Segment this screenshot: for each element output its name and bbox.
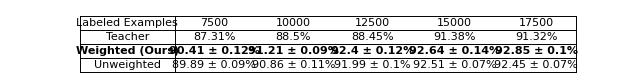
Text: Teacher: Teacher (106, 32, 149, 42)
Text: 15000: 15000 (437, 18, 472, 28)
Text: Labeled Examples: Labeled Examples (76, 18, 178, 28)
Text: 90.86 ± 0.11%: 90.86 ± 0.11% (252, 60, 335, 70)
Text: 91.21 ± 0.09%: 91.21 ± 0.09% (248, 46, 339, 56)
Text: 7500: 7500 (200, 18, 228, 28)
Text: 92.4 ± 0.12%: 92.4 ± 0.12% (331, 46, 414, 56)
Text: Weighted (Ours): Weighted (Ours) (76, 46, 179, 56)
Text: 88.45%: 88.45% (351, 32, 394, 42)
Text: 17500: 17500 (519, 18, 554, 28)
Text: 91.99 ± 0.1%: 91.99 ± 0.1% (335, 60, 411, 70)
Text: 92.85 ± 0.1%: 92.85 ± 0.1% (495, 46, 578, 56)
Text: Unweighted: Unweighted (94, 60, 161, 70)
Text: 91.32%: 91.32% (515, 32, 557, 42)
Text: 92.51 ± 0.07%: 92.51 ± 0.07% (413, 60, 497, 70)
Text: 88.5%: 88.5% (276, 32, 311, 42)
Text: 92.45 ± 0.07%: 92.45 ± 0.07% (495, 60, 579, 70)
Text: 91.38%: 91.38% (433, 32, 476, 42)
Text: 87.31%: 87.31% (193, 32, 236, 42)
Text: 12500: 12500 (355, 18, 390, 28)
Text: 89.89 ± 0.09%: 89.89 ± 0.09% (172, 60, 256, 70)
Text: 90.41 ± 0.12%: 90.41 ± 0.12% (169, 46, 260, 56)
Text: 92.64 ± 0.14%: 92.64 ± 0.14% (409, 46, 500, 56)
Text: 10000: 10000 (276, 18, 311, 28)
